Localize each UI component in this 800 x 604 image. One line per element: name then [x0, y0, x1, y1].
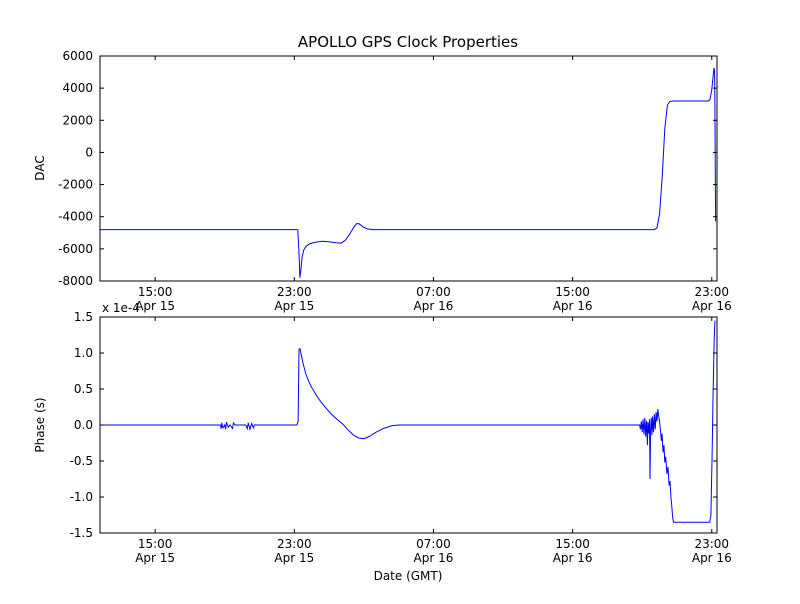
x-tick-label: 07:00	[416, 285, 451, 299]
y-tick-label: -1.0	[70, 490, 93, 504]
y-axis-label-phase: Phase (s)	[33, 397, 47, 452]
x-tick-date-label: Apr 16	[414, 551, 454, 565]
x-tick-date-label: Apr 15	[274, 551, 314, 565]
y-axis-label-dac: DAC	[33, 155, 47, 180]
y-tick-label: -4000	[58, 210, 93, 224]
axes-frame	[99, 55, 718, 282]
y-tick-label: 6000	[62, 49, 93, 63]
x-tick-label: 23:00	[694, 285, 729, 299]
x-tick-date-label: Apr 16	[692, 551, 732, 565]
x-tick-label: 23:00	[277, 285, 312, 299]
x-axis-label: Date (GMT)	[374, 569, 443, 583]
data-line-phase	[100, 320, 716, 523]
y-tick-label: -6000	[58, 242, 93, 256]
y-tick-label: 0.0	[74, 418, 93, 432]
y-tick-label: 1.0	[74, 346, 93, 360]
y-tick-label: 0	[85, 145, 93, 159]
y-tick-label: -1.5	[70, 526, 93, 540]
x-tick-date-label: Apr 15	[135, 299, 175, 313]
y-tick-label: 0.5	[74, 382, 93, 396]
y-tick-label: 1.5	[74, 310, 93, 324]
x-tick-label: 07:00	[416, 537, 451, 551]
x-tick-date-label: Apr 16	[553, 551, 593, 565]
x-tick-date-label: Apr 15	[274, 299, 314, 313]
y-axis-offset-text: x 1e-4	[102, 301, 140, 315]
x-tick-label: 15:00	[138, 285, 173, 299]
x-tick-date-label: Apr 16	[692, 299, 732, 313]
chart-title: APOLLO GPS Clock Properties	[298, 33, 518, 51]
x-tick-date-label: Apr 16	[414, 299, 454, 313]
y-tick-label: -0.5	[70, 454, 93, 468]
x-tick-date-label: Apr 15	[135, 551, 175, 565]
x-tick-label: 23:00	[694, 537, 729, 551]
y-tick-label: 4000	[62, 81, 93, 95]
x-tick-date-label: Apr 16	[553, 299, 593, 313]
data-line-dac	[100, 67, 717, 278]
y-tick-label: -2000	[58, 178, 93, 192]
x-tick-label: 23:00	[277, 537, 312, 551]
y-tick-label: 2000	[62, 113, 93, 127]
x-tick-label: 15:00	[555, 537, 590, 551]
y-tick-label: -8000	[58, 274, 93, 288]
x-tick-label: 15:00	[138, 537, 173, 551]
x-tick-label: 15:00	[555, 285, 590, 299]
